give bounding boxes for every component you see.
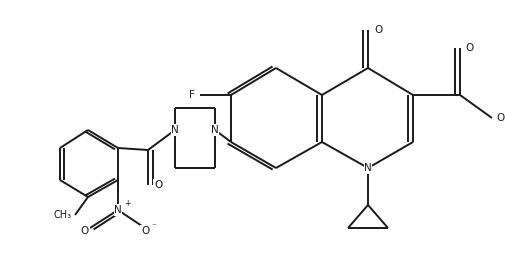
Text: OH: OH — [496, 113, 505, 123]
Text: O: O — [81, 225, 89, 236]
Text: O: O — [154, 180, 162, 190]
Text: N: N — [364, 163, 371, 173]
Text: CH₃: CH₃ — [53, 210, 71, 220]
Text: O: O — [464, 43, 472, 53]
Text: N: N — [171, 125, 179, 135]
Text: ⁻: ⁻ — [152, 222, 156, 231]
Text: O: O — [373, 25, 381, 35]
Text: O: O — [140, 225, 149, 236]
Text: F: F — [189, 90, 195, 100]
Text: +: + — [124, 199, 130, 208]
Text: N: N — [114, 205, 122, 215]
Text: N: N — [211, 125, 219, 135]
